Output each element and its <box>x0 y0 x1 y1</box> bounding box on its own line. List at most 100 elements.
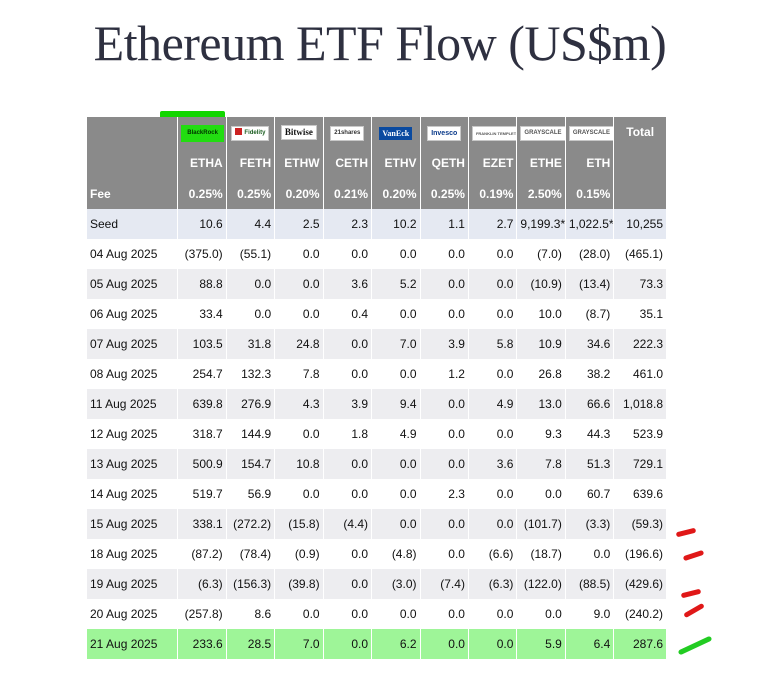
row-label: 20 Aug 2025 <box>87 599 179 629</box>
issuer-logo-cell[interactable]: GRAYSCALE <box>516 117 566 147</box>
flow-cell: 0.0 <box>468 629 518 659</box>
flow-cell: 0.0 <box>468 509 518 539</box>
flow-cell: (88.5) <box>565 569 615 599</box>
flow-cell: (7.0) <box>516 239 566 269</box>
flow-cell: 233.6 <box>177 629 227 659</box>
issuer-logo-cell[interactable]: BlackRock <box>177 117 227 147</box>
table-row: 18 Aug 2025 (87.2) (78.4) (0.9) 0.0 (4.8) 0.0(… <box>87 539 667 569</box>
21shares-logo[interactable]: 21shares <box>330 126 365 141</box>
red-annotation-mark <box>683 602 705 619</box>
total-cell: (429.6) <box>613 569 667 599</box>
flow-cell: 3.6 <box>323 269 373 299</box>
issuer-logo-cell[interactable]: VanEck <box>371 117 421 147</box>
blank-ticker-label <box>87 147 179 178</box>
table-row: 12 Aug 2025 318.7 144.9 0.0 1.8 4.9 0.0 0.0 9.3 4… <box>87 419 667 449</box>
flow-cell: 0.0 <box>371 479 421 509</box>
row-label: 08 Aug 2025 <box>87 359 179 389</box>
green-annotation-mark <box>677 635 713 656</box>
flow-cell: 0.0 <box>323 629 373 659</box>
flow-cell: (15.8) <box>274 509 324 539</box>
bitwise-logo[interactable]: Bitwise <box>280 125 317 140</box>
total-cell: 639.6 <box>613 479 667 509</box>
flow-cell: (87.2) <box>177 539 227 569</box>
total-cell: 523.9 <box>613 419 667 449</box>
fidelity-logo[interactable]: Fidelity <box>231 126 270 141</box>
issuer-logo-cell[interactable]: Fidelity <box>226 117 276 147</box>
flow-cell: 132.3 <box>226 359 276 389</box>
fee-row: Fee 0.25% 0.25% 0.20% 0.21% 0.20% 0.25% … <box>87 178 667 209</box>
flow-cell: 3.9 <box>323 389 373 419</box>
flow-cell: 5.8 <box>468 329 518 359</box>
flow-cell: 0.0 <box>371 239 421 269</box>
row-label: Seed <box>87 209 179 239</box>
etf-flow-table-container: BlackRock Fidelity Bitwise 21shares VanE… <box>87 117 667 659</box>
flow-cell: 9.0 <box>565 599 615 629</box>
table-row: 04 Aug 2025 (375.0) (55.1) 0.0 0.0 0.0 0.0 0.0(… <box>87 239 667 269</box>
flow-cell: 10.9 <box>516 329 566 359</box>
red-annotation-mark <box>682 549 705 562</box>
flow-cell: 33.4 <box>177 299 227 329</box>
fee-value: 0.20% <box>371 178 421 209</box>
total-cell: 222.3 <box>613 329 667 359</box>
franklin-templeton-logo[interactable]: FRANKLIN TEMPLETON <box>471 125 516 141</box>
fee-value: 0.21% <box>323 178 373 209</box>
flow-cell: (55.1) <box>226 239 276 269</box>
flow-cell: (28.0) <box>565 239 615 269</box>
flow-cell: 0.0 <box>323 599 373 629</box>
total-cell: 287.6 <box>613 629 667 659</box>
flow-cell: 0.0 <box>468 479 518 509</box>
issuer-logo-cell[interactable]: Invesco <box>420 117 469 147</box>
flow-cell: 0.4 <box>323 299 373 329</box>
flow-cell: 31.8 <box>226 329 276 359</box>
flow-cell: (101.7) <box>516 509 566 539</box>
flow-cell: 254.7 <box>177 359 227 389</box>
flow-cell: 2.3 <box>420 479 469 509</box>
flow-cell: 144.9 <box>226 419 276 449</box>
grayscale-logo[interactable]: GRAYSCALE <box>520 126 565 141</box>
flow-cell: 639.8 <box>177 389 227 419</box>
flow-cell: 0.0 <box>323 329 373 359</box>
flow-cell: 0.0 <box>274 419 324 449</box>
flow-cell: (257.8) <box>177 599 227 629</box>
flow-cell: 9.3 <box>516 419 566 449</box>
blank-total-fee <box>613 178 667 209</box>
invesco-logo[interactable]: Invesco <box>427 125 462 141</box>
total-cell: (240.2) <box>613 599 667 629</box>
issuer-logo-cell[interactable]: Bitwise <box>274 117 324 147</box>
issuer-logo-cell[interactable]: GRAYSCALE <box>565 117 615 147</box>
row-label: 11 Aug 2025 <box>87 389 179 419</box>
flow-cell: 103.5 <box>177 329 227 359</box>
flow-cell: 56.9 <box>226 479 276 509</box>
issuer-logo-cell[interactable]: FRANKLIN TEMPLETON <box>468 117 518 147</box>
flow-cell: 4.9 <box>468 389 518 419</box>
red-annotation-mark <box>680 588 702 599</box>
flow-cell: 0.0 <box>420 419 469 449</box>
flow-cell: 0.0 <box>420 239 469 269</box>
row-label: 18 Aug 2025 <box>87 539 179 569</box>
total-cell: 1,018.8 <box>613 389 667 419</box>
flow-cell: (8.7) <box>565 299 615 329</box>
flow-cell: 0.0 <box>274 299 324 329</box>
flow-cell: 44.3 <box>565 419 615 449</box>
flow-cell: (18.7) <box>516 539 566 569</box>
vaneck-logo[interactable]: VanEck <box>379 126 413 140</box>
fee-label: Fee <box>87 178 179 209</box>
blackrock-logo[interactable]: BlackRock <box>181 124 224 142</box>
table-row: 20 Aug 2025 (257.8) 8.6 0.0 0.0 0.0 0.0 0.0 0.0 9… <box>87 599 667 629</box>
flow-cell: 0.0 <box>468 359 518 389</box>
flow-cell: 0.0 <box>323 239 373 269</box>
seed-row: Seed 10.6 4.4 2.5 2.3 10.2 1.1 2.7 9,199.3* 1,022… <box>87 209 667 239</box>
table-row: 15 Aug 2025 338.1 (272.2) (15.8) (4.4) 0.0 0.0… <box>87 509 667 539</box>
flow-cell: (3.0) <box>371 569 421 599</box>
grayscale-logo[interactable]: GRAYSCALE <box>568 126 613 141</box>
total-cell: 35.1 <box>613 299 667 329</box>
flow-cell: 3.9 <box>420 329 469 359</box>
row-label: 12 Aug 2025 <box>87 419 179 449</box>
fee-value: 0.25% <box>420 178 469 209</box>
flow-cell: 0.0 <box>468 419 518 449</box>
flow-cell: (10.9) <box>516 269 566 299</box>
fee-value: 0.15% <box>565 178 615 209</box>
row-label: 14 Aug 2025 <box>87 479 179 509</box>
table-row: 11 Aug 2025 639.8 276.9 4.3 3.9 9.4 0.0 4.9 13.0… <box>87 389 667 419</box>
issuer-logo-cell[interactable]: 21shares <box>323 117 373 147</box>
